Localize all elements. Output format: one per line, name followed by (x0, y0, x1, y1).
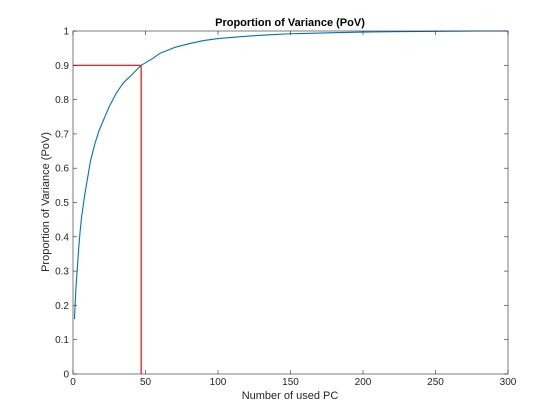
pov-series-line (73, 30, 508, 320)
x-tick-label: 0 (70, 377, 76, 388)
x-axis-ticks: 0 50 100 150 200 250 300 (70, 31, 517, 388)
y-tick-label: 0.3 (55, 267, 69, 278)
y-tick-label: 0.7 (55, 129, 69, 140)
y-tick-label: 0.2 (55, 301, 69, 312)
threshold-layer (73, 64, 142, 374)
chart-title: Proportion of Variance (PoV) (215, 17, 365, 29)
x-tick-label: 250 (427, 377, 444, 388)
x-tick-label: 300 (500, 377, 517, 388)
y-tick-label: 0.8 (55, 95, 69, 106)
y-tick-label: 0.1 (55, 335, 69, 346)
x-tick-label: 100 (210, 377, 227, 388)
plot-area (73, 31, 508, 374)
y-tick-label: 0.9 (55, 61, 69, 72)
y-tick-label: 1 (63, 27, 69, 38)
y-tick-label: 0 (63, 370, 69, 381)
x-tick-label: 150 (282, 377, 299, 388)
y-axis-ticks: 0 0.1 0.2 0.3 0.4 0.5 0.6 0.7 0.8 0.9 1 (55, 27, 508, 381)
y-tick-label: 0.6 (55, 164, 69, 175)
x-axis-title: Number of used PC (242, 390, 339, 402)
y-tick-label: 0.5 (55, 198, 69, 209)
x-tick-label: 200 (355, 377, 372, 388)
series-layer (73, 30, 508, 320)
y-axis-title: Proportion of Variance (PoV) (40, 132, 52, 272)
x-tick-label: 50 (140, 377, 152, 388)
y-tick-label: 0.4 (55, 232, 69, 243)
